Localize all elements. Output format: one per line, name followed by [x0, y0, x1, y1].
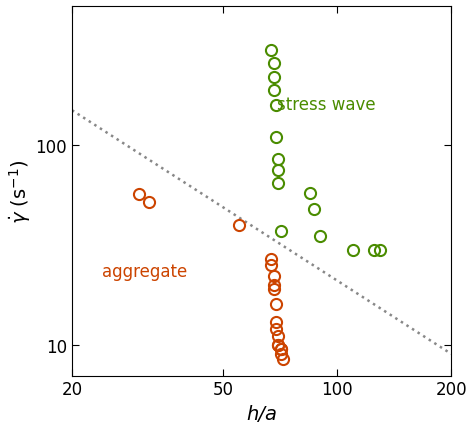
X-axis label: h/a: h/a — [246, 404, 277, 423]
Text: aggregate: aggregate — [102, 262, 188, 280]
Text: stress wave: stress wave — [277, 96, 375, 114]
Y-axis label: $\dot{\gamma}$ (s$^{-1}$): $\dot{\gamma}$ (s$^{-1}$) — [7, 159, 33, 224]
